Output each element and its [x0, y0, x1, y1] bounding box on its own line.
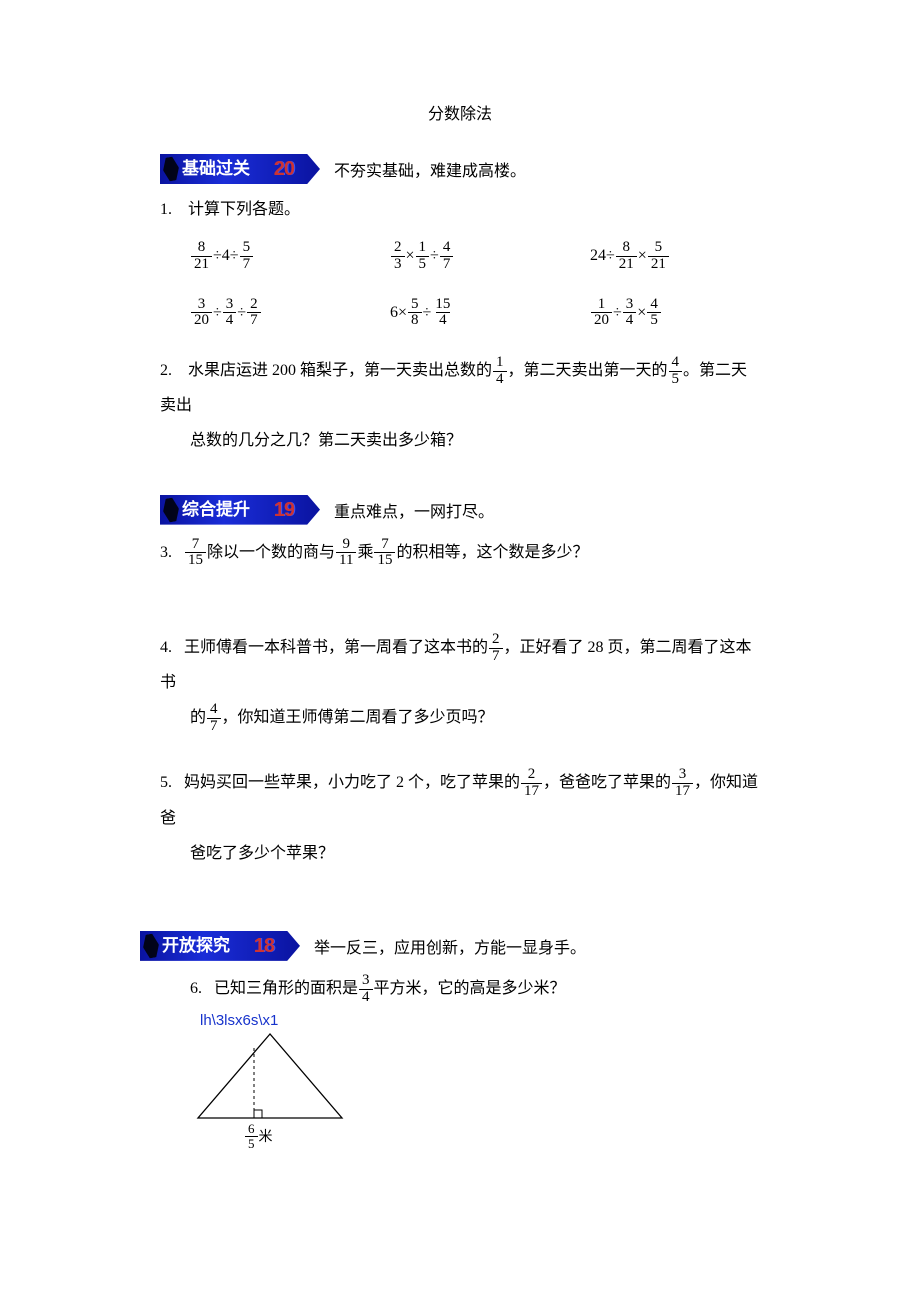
triangle-base-frac: 65: [245, 1122, 258, 1150]
fraction: 58: [408, 297, 422, 330]
question-4: 4.王师傅看一本科普书，第一周看了这本书的27，正好看了 28 页，第二周看了这…: [160, 630, 760, 736]
triangle-svg: [190, 1030, 350, 1122]
banner-comp-digits: 19: [274, 495, 294, 525]
fraction: 34: [223, 297, 237, 330]
section-open-tag: 举一反三，应用创新，方能一显身手。: [314, 934, 586, 958]
banner-comp: 综合提升 19: [160, 495, 320, 525]
section-comp-header: 综合提升 19 重点难点，一网打尽。: [160, 495, 760, 525]
expression-cell: 320÷34÷27: [190, 297, 380, 330]
operator-text: ÷: [423, 304, 432, 322]
q4-number: 4.: [160, 630, 184, 665]
q2-seg0: 水果店运进 200 箱梨子，第一天卖出总数的: [188, 362, 492, 379]
q3-frac2: 911: [336, 537, 356, 570]
q1-text: 计算下列各题。: [188, 201, 300, 218]
q3-frac1: 715: [185, 537, 206, 570]
fraction: 821: [616, 240, 637, 273]
operator-text: ÷: [213, 304, 222, 322]
fraction: 521: [648, 240, 669, 273]
fraction: 45: [647, 297, 661, 330]
q6-number: 6.: [190, 971, 214, 1006]
q6-seg2: 平方米，它的高是多少米？: [374, 980, 566, 997]
expression-cell: 24÷821×521: [590, 240, 780, 273]
q4-seg3: 的: [190, 709, 206, 726]
q5-seg2: ，爸爸吃了苹果的: [543, 774, 671, 791]
triangle-overlay-label: lh\3lsx6s\x1: [200, 1012, 278, 1029]
q1-number: 1.: [160, 194, 184, 226]
banner-comp-label: 综合提升: [182, 500, 250, 519]
q2-line2: 总数的几分之几？第二天卖出多少箱？: [160, 423, 760, 458]
fraction: 320: [191, 297, 212, 330]
q2-number: 2.: [160, 353, 184, 388]
q5-line2: 爸吃了多少个苹果？: [160, 836, 760, 871]
operator-text: ×: [638, 247, 647, 265]
question-2: 2. 水果店运进 200 箱梨子，第一天卖出总数的14，第二天卖出第一天的45。…: [160, 353, 760, 459]
triangle-base-label: 65米: [244, 1122, 273, 1150]
q4-seg4: ，你知道王师傅第二周看了多少页吗？: [222, 709, 494, 726]
banner-deco-icon: [161, 156, 181, 182]
operator-text: ×: [637, 304, 646, 322]
section-basic-tag: 不夯实基础，难建成高楼。: [334, 157, 526, 181]
q5-frac2: 317: [672, 767, 693, 800]
operator-text: ÷4÷: [213, 247, 239, 265]
q5-number: 5.: [160, 765, 184, 800]
q4-frac2: 47: [207, 702, 221, 735]
banner-open-label: 开放探究: [162, 936, 230, 955]
expression-cell: 23×15÷47: [390, 240, 580, 273]
triangle-figure: lh\3lsx6s\x1 65米: [190, 1016, 360, 1146]
q2-frac2: 45: [669, 355, 683, 388]
banner-deco-icon: [161, 496, 181, 522]
triangle-base-unit: 米: [259, 1126, 273, 1146]
fraction: 154: [432, 297, 453, 330]
fraction: 15: [416, 240, 430, 273]
fraction: 821: [191, 240, 212, 273]
fraction: 34: [623, 297, 637, 330]
expression-cell: 821÷4÷57: [190, 240, 380, 273]
q4-frac1: 27: [489, 632, 503, 665]
q3-seg1: 除以一个数的商与: [207, 544, 335, 561]
question-3: 3.715除以一个数的商与911乘715的积相等，这个数是多少？: [160, 535, 760, 570]
fraction: 120: [591, 297, 612, 330]
q3-number: 3.: [160, 535, 184, 570]
fraction: 47: [440, 240, 454, 273]
q3-frac3: 715: [374, 537, 395, 570]
operator-text: 6×: [390, 304, 407, 322]
section-comp-tag: 重点难点，一网打尽。: [334, 498, 494, 522]
q5-seg1: 妈妈买回一些苹果，小力吃了 2 个，吃了苹果的: [184, 774, 520, 791]
operator-text: 24÷: [590, 247, 615, 265]
q5-frac1: 217: [521, 767, 542, 800]
banner-deco-icon: [141, 933, 161, 959]
fraction: 57: [240, 240, 254, 273]
q6-frac1: 34: [359, 973, 373, 1006]
q3-seg3: 的积相等，这个数是多少？: [396, 544, 588, 561]
q3-seg2: 乘: [357, 544, 373, 561]
banner-basic-label: 基础过关: [182, 159, 250, 178]
q1-expressions: 821÷4÷5723×15÷4724÷821×521320÷34÷276×58÷…: [160, 240, 760, 329]
banner-basic: 基础过关 20: [160, 154, 320, 184]
q4-seg1: 王师傅看一本科普书，第一周看了这本书的: [184, 639, 488, 656]
section-open-header: 开放探究 18 举一反三，应用创新，方能一显身手。: [140, 931, 760, 961]
expression-cell: 120÷34×45: [590, 297, 780, 330]
q6-seg1: 已知三角形的面积是: [214, 980, 358, 997]
banner-basic-digits: 20: [274, 154, 294, 184]
expression-cell: 6×58÷154: [390, 297, 580, 330]
operator-text: ÷: [430, 247, 439, 265]
q2-frac1: 14: [493, 355, 507, 388]
page-title: 分数除法: [160, 100, 760, 124]
banner-open: 开放探究 18: [140, 931, 300, 961]
q4-line2: 的47，你知道王师傅第二周看了多少页吗？: [160, 700, 760, 735]
operator-text: ÷: [613, 304, 622, 322]
banner-open-digits: 18: [254, 931, 274, 961]
question-6: 6.已知三角形的面积是34平方米，它的高是多少米？: [160, 971, 760, 1006]
fraction: 23: [391, 240, 405, 273]
question-1: 1. 计算下列各题。: [160, 194, 760, 226]
question-5: 5.妈妈买回一些苹果，小力吃了 2 个，吃了苹果的217，爸爸吃了苹果的317，…: [160, 765, 760, 871]
operator-text: ÷: [237, 304, 246, 322]
q2-seg1: ，第二天卖出第一天的: [508, 362, 668, 379]
operator-text: ×: [406, 247, 415, 265]
fraction: 27: [247, 297, 261, 330]
section-basic-header: 基础过关 20 不夯实基础，难建成高楼。: [160, 154, 760, 184]
